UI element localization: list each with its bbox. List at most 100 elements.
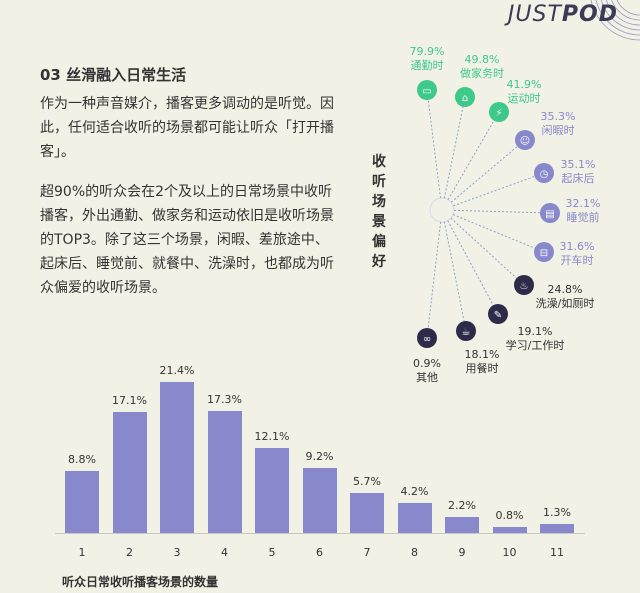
justpod-logo: JUSTPOD bbox=[508, 2, 618, 27]
bed-icon: ▤ bbox=[545, 209, 554, 220]
car-icon: ⊟ bbox=[540, 248, 548, 259]
scenario-label: 41.9% 运动时 bbox=[507, 78, 542, 106]
scenario-label: 19.1% 学习/工作时 bbox=[506, 325, 565, 353]
scenario-name: 睡觉前 bbox=[566, 211, 600, 224]
scenario-label: 31.6% 开车时 bbox=[560, 240, 595, 268]
scenario-name: 学习/工作时 bbox=[505, 339, 565, 352]
connector-line bbox=[450, 139, 526, 203]
scenario-label: 79.9% 通勤时 bbox=[410, 45, 445, 73]
node-bed-icon bbox=[540, 203, 560, 223]
radial-chart: ▭ ⌂ ⚡ ☺ ◷ ▤ ⊟ ♨ ✎ ☕ ∞ bbox=[417, 80, 560, 348]
x-tick-label: 8 bbox=[411, 546, 418, 559]
scenario-name: 用餐时 bbox=[465, 362, 499, 375]
scenario-value: 31.6% bbox=[559, 240, 595, 253]
scenario-label: 24.8% 洗澡/如厕时 bbox=[536, 283, 595, 311]
bar bbox=[207, 410, 242, 533]
connector-line bbox=[450, 217, 525, 286]
scenario-label: 32.1% 睡觉前 bbox=[566, 197, 601, 225]
bus-icon: ▭ bbox=[422, 86, 431, 97]
bar bbox=[540, 523, 574, 533]
bar bbox=[302, 468, 337, 533]
bar-value-label: 8.8% bbox=[68, 452, 96, 466]
meal-icon: ☕ bbox=[462, 327, 471, 338]
node-bus-icon bbox=[417, 80, 437, 100]
bar bbox=[255, 447, 289, 533]
bar-value-label: 9.2% bbox=[305, 450, 334, 464]
scenario-value: 35.3% bbox=[540, 110, 576, 123]
node-bath-icon bbox=[514, 275, 534, 295]
scenario-value: 24.8% bbox=[547, 283, 583, 296]
scenario-label: 49.8% 做家务时 bbox=[460, 53, 504, 81]
bar bbox=[112, 412, 147, 533]
node-car-icon bbox=[534, 242, 554, 262]
bar bbox=[445, 517, 479, 533]
connector-line bbox=[426, 89, 442, 199]
bar bbox=[397, 503, 432, 533]
connector-line bbox=[453, 172, 545, 207]
x-tick-label: 7 bbox=[363, 546, 371, 559]
scenario-name: 运动时 bbox=[507, 92, 541, 105]
scenario-name: 做家务时 bbox=[460, 67, 504, 80]
bar-value-label: 2.2% bbox=[448, 499, 476, 513]
bar bbox=[160, 382, 194, 533]
bar-value-label: 0.8% bbox=[495, 509, 524, 523]
node-housework-icon bbox=[455, 87, 475, 107]
node-lounge-icon bbox=[515, 130, 535, 150]
scenario-value: 19.1% bbox=[517, 325, 553, 338]
x-tick-label: 6 bbox=[316, 546, 323, 559]
logo-text: JUST bbox=[507, 2, 562, 27]
bar-value-label: 17.1% bbox=[112, 394, 147, 408]
node-meal-icon bbox=[456, 321, 476, 341]
infinity-icon: ∞ bbox=[423, 334, 431, 345]
housework-icon: ⌂ bbox=[462, 93, 468, 104]
bar-value-label: 17.3% bbox=[207, 392, 242, 406]
bar bbox=[350, 492, 384, 533]
bar-value-label: 4.2% bbox=[400, 485, 429, 499]
x-tick-label: 11 bbox=[550, 546, 564, 559]
bar-value-label: 21.4% bbox=[159, 364, 195, 377]
radial-title: 收听场景偏好 bbox=[372, 154, 386, 270]
section-title: 03 丝滑融入日常生活 bbox=[40, 66, 187, 84]
bar bbox=[492, 527, 527, 533]
scenario-name: 闲暇时 bbox=[541, 124, 575, 137]
scenario-value: 49.8% bbox=[464, 53, 500, 66]
x-tick-label: 4 bbox=[221, 546, 228, 559]
logo-text-bold: POD bbox=[561, 2, 618, 27]
edit-icon: ✎ bbox=[494, 310, 502, 321]
scenario-value: 41.9% bbox=[506, 78, 542, 91]
x-axis-line bbox=[55, 533, 585, 534]
bar bbox=[65, 470, 99, 533]
x-tick-label: 3 bbox=[173, 546, 181, 559]
alarm-clock-icon: ◷ bbox=[540, 169, 549, 180]
scenario-value: 35.1% bbox=[560, 158, 596, 171]
bath-icon: ♨ bbox=[520, 281, 529, 292]
scenario-label: 0.9% 其他 bbox=[413, 357, 441, 385]
connector-line bbox=[426, 221, 442, 339]
node-running-icon bbox=[489, 102, 509, 122]
scenario-label: 35.1% 起床后 bbox=[561, 158, 596, 186]
connector-line bbox=[443, 221, 467, 332]
bar-value-label: 12.1% bbox=[254, 429, 290, 443]
scenario-value: 0.9% bbox=[413, 357, 441, 370]
scenario-name: 开车时 bbox=[560, 254, 594, 267]
node-alarm-clock-icon bbox=[534, 163, 554, 183]
connector-line bbox=[447, 220, 499, 315]
x-tick-label: 2 bbox=[126, 546, 133, 559]
scenario-label: 35.3% 闲暇时 bbox=[541, 110, 576, 138]
connector-line bbox=[447, 111, 500, 200]
connector-line bbox=[453, 209, 551, 214]
bar-value-label: 1.3% bbox=[543, 505, 571, 519]
scenario-label: 18.1% 用餐时 bbox=[465, 348, 500, 376]
x-axis-title: 听众日常收听播客场景的数量 bbox=[62, 575, 219, 589]
connector-line bbox=[443, 96, 466, 199]
paragraph-1: 作为一种声音媒介，播客更多调动的是听觉。因此，任何适合收听的场景都可能让听众「打… bbox=[40, 96, 334, 160]
scenario-name: 其他 bbox=[415, 371, 438, 384]
scenario-name: 起床后 bbox=[561, 172, 595, 185]
scenario-value: 79.9% bbox=[409, 45, 445, 58]
paragraph-2: 超90%的听众会在2个及以上的日常场景中收听播客，外出通勤、做家务和运动依旧是收… bbox=[40, 184, 334, 296]
x-tick-label: 1 bbox=[78, 546, 86, 559]
lounge-icon: ☺ bbox=[520, 136, 530, 147]
connector-line bbox=[452, 214, 545, 253]
scenario-value: 18.1% bbox=[464, 348, 500, 361]
radial-hub bbox=[429, 197, 455, 223]
